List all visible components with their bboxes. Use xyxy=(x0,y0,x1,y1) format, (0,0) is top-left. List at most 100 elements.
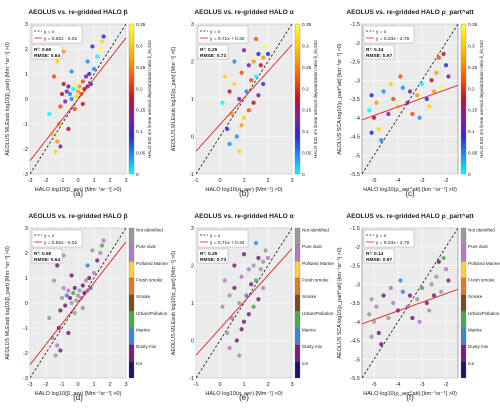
data-point xyxy=(91,66,97,72)
data-point xyxy=(74,94,79,99)
legend-label: y = 0.71x + 0.32 xyxy=(210,36,245,42)
data-point xyxy=(55,343,60,348)
colorbar-tick-label: 0.3 xyxy=(302,43,309,49)
x-tick-label: 3 xyxy=(124,382,127,388)
data-point xyxy=(74,298,79,303)
data-point xyxy=(58,348,63,353)
data-point xyxy=(371,115,377,120)
data-point xyxy=(90,248,95,253)
data-point xyxy=(237,353,242,358)
data-point xyxy=(58,144,63,149)
x-axis-label: HALO log10(β_aer) [Mm⁻¹sr⁻¹] >0) xyxy=(35,391,122,397)
data-point xyxy=(88,81,93,87)
colorbar-tick-label: 0.35 xyxy=(302,22,312,28)
class-swatch xyxy=(294,361,301,379)
data-point xyxy=(79,295,84,301)
y-axis-label: AEOLUS MLEsub log10(β_part) [Mm⁻¹sr⁻¹] >… xyxy=(5,42,11,156)
colorbar xyxy=(460,23,467,175)
stats-rmse: RMSE: 0.97 xyxy=(366,53,392,59)
data-point xyxy=(72,81,77,87)
x-tick-label: 2 xyxy=(266,178,269,184)
data-point xyxy=(99,39,105,44)
stats-box xyxy=(31,248,63,264)
data-point xyxy=(441,255,446,261)
stats-rmse: RMSE: 0.64 xyxy=(34,53,60,59)
data-point xyxy=(400,85,405,90)
class-swatch xyxy=(460,294,467,312)
y-tick-label: 0 xyxy=(191,135,194,141)
colorbar-tick-label: 0.1 xyxy=(468,129,475,135)
data-point xyxy=(258,63,263,68)
data-point xyxy=(237,96,242,102)
data-point xyxy=(251,304,256,309)
class-swatch xyxy=(460,344,467,362)
data-point xyxy=(388,285,393,291)
data-point xyxy=(424,96,429,102)
data-point xyxy=(256,51,261,57)
x-tick-label: 1 xyxy=(242,178,245,184)
data-point xyxy=(388,81,393,87)
data-point xyxy=(72,285,77,291)
data-point xyxy=(222,278,227,283)
stats-r2: R²: 0.25 xyxy=(200,251,218,257)
legend-box xyxy=(31,25,83,44)
data-point xyxy=(417,115,422,120)
colorbar-tick-label: 0.15 xyxy=(136,108,146,114)
data-point xyxy=(77,84,82,89)
x-tick-label: -1 xyxy=(194,382,199,388)
data-point xyxy=(417,319,422,324)
x-tick-label: -5 xyxy=(372,178,377,184)
data-point xyxy=(391,300,396,306)
fit-line xyxy=(196,44,292,152)
data-point xyxy=(241,115,247,120)
panel-label: (e) xyxy=(239,393,249,402)
data-point xyxy=(398,74,403,79)
fit-line xyxy=(30,37,126,162)
data-point xyxy=(69,96,74,102)
stats-rmse: RMSE: 0.73 xyxy=(200,257,226,263)
x-tick-label: -2 xyxy=(44,382,49,388)
data-point xyxy=(83,74,89,79)
data-point xyxy=(443,63,449,68)
x-tick-label: 1 xyxy=(242,382,245,388)
legend-label: y = x xyxy=(44,234,55,239)
panel-title: AEOLUS vs. re-gridded HALO β xyxy=(28,213,127,220)
class-label: Not identified xyxy=(468,228,495,233)
data-point xyxy=(232,59,237,64)
x-axis-label: HALO log10(β_aer) [Mm⁻¹sr⁻¹] >0) xyxy=(35,187,122,193)
data-point xyxy=(239,70,244,75)
data-point xyxy=(71,290,76,296)
y-tick-label: 3 xyxy=(191,226,194,232)
panel-label: (d) xyxy=(73,393,83,402)
data-point xyxy=(256,297,261,302)
y-tick-label: 2 xyxy=(191,264,194,270)
class-label: Not identified xyxy=(302,228,329,233)
class-swatch xyxy=(460,277,467,295)
data-point xyxy=(95,258,100,263)
data-point xyxy=(66,330,71,336)
class-swatch xyxy=(294,311,301,329)
x-tick-label: 2 xyxy=(108,178,111,184)
data-point xyxy=(61,253,66,258)
data-point xyxy=(98,250,103,256)
class-label: Fresh smoke xyxy=(136,278,163,283)
panel-b: AEOLUS vs. re-gridded HALO α -1 0 1 2 3 -1 0 1 2 3… xyxy=(171,9,318,198)
data-point xyxy=(55,139,60,144)
data-point xyxy=(246,267,251,272)
data-point xyxy=(249,282,254,287)
data-point xyxy=(415,297,420,302)
stats-box xyxy=(31,44,63,60)
class-label: Polluted Marine xyxy=(302,261,334,266)
x-tick-label: -3 xyxy=(420,382,425,388)
data-point xyxy=(239,327,244,332)
y-tick-label: -5.5 xyxy=(350,172,360,178)
x-tick-label: 3 xyxy=(290,178,293,184)
panel-title: AEOLUS vs. re-gridded HALO α xyxy=(194,213,293,220)
data-point xyxy=(80,283,85,288)
colorbar-tick-label: 0.25 xyxy=(136,65,146,71)
data-point xyxy=(241,319,247,324)
data-point xyxy=(232,81,237,87)
data-point xyxy=(80,101,85,107)
class-label: Ice xyxy=(468,361,475,366)
data-point xyxy=(80,305,85,311)
